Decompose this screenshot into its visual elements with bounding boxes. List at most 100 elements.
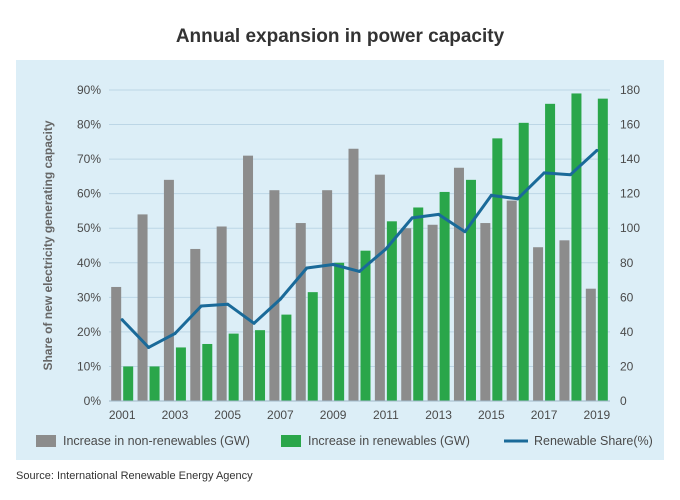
share-point	[331, 263, 335, 267]
x-tick-label: 2005	[214, 408, 241, 422]
bar-non-renewables	[401, 228, 412, 401]
x-tick-label: 2015	[478, 408, 505, 422]
x-tick-label: 2003	[162, 408, 189, 422]
y-left-tick-label: 20%	[77, 325, 101, 339]
bar-renewables	[255, 330, 266, 401]
x-tick-label: 2017	[531, 408, 558, 422]
legend-swatch	[281, 435, 301, 447]
bar-renewables	[149, 366, 160, 401]
y-right-tick-label: 80	[620, 256, 634, 270]
bar-non-renewables	[137, 214, 148, 401]
y-right-tick-label: 120	[620, 187, 640, 201]
axes: 0% 0 10% 20 20% 40 30% 60 40% 80 50% 100 60% 120 70% 14…	[41, 83, 640, 422]
share-point	[410, 216, 414, 220]
share-point	[358, 269, 361, 273]
bar-renewables	[597, 98, 608, 401]
bar-non-renewables	[269, 190, 280, 401]
bar-non-renewables	[374, 174, 385, 401]
share-point	[595, 148, 599, 152]
x-tick-label: 2011	[373, 408, 399, 422]
x-tick-label: 2013	[425, 408, 452, 422]
share-point	[384, 247, 388, 251]
bar-non-renewables	[506, 200, 517, 401]
x-tick-label: 2007	[267, 408, 294, 422]
y-right-tick-label: 160	[620, 118, 640, 132]
legend-label: Increase in renewables (GW)	[308, 434, 470, 448]
bar-renewables	[281, 314, 292, 401]
bar-renewables	[571, 93, 582, 401]
share-point	[252, 321, 256, 325]
x-tick-label: 2001	[109, 408, 136, 422]
bar-non-renewables	[190, 248, 201, 401]
bar-non-renewables	[453, 167, 464, 401]
share-line	[120, 148, 599, 349]
y-left-tick-label: 40%	[77, 256, 101, 270]
bar-non-renewables	[427, 224, 438, 401]
chart-area: 0% 0 10% 20 20% 40 30% 60 40% 80 50% 100 60% 120 70% 14…	[16, 60, 664, 460]
chart-svg: 0% 0 10% 20 20% 40 30% 60 40% 80 50% 100 60% 120 70% 14…	[16, 60, 664, 460]
y-right-tick-label: 100	[620, 221, 640, 235]
bar-non-renewables	[322, 190, 333, 401]
bar-renewables	[307, 292, 318, 401]
share-point	[463, 230, 467, 234]
legend-item: Renewable Share(%)	[504, 434, 653, 448]
share-point	[199, 304, 203, 308]
y-right-tick-label: 60	[620, 290, 634, 304]
share-point	[568, 173, 572, 177]
bar-non-renewables	[216, 226, 227, 401]
bar-renewables	[465, 179, 476, 401]
bar-renewables	[334, 262, 345, 401]
bar-renewables	[360, 250, 371, 401]
y-right-tick-label: 40	[620, 325, 634, 339]
bar-renewables	[545, 103, 556, 402]
bars	[111, 93, 608, 402]
share-point	[437, 212, 441, 216]
bar-non-renewables	[585, 288, 596, 401]
legend-item: Increase in non-renewables (GW)	[36, 434, 250, 448]
bar-non-renewables	[533, 247, 544, 401]
share-point	[542, 171, 546, 175]
bar-non-renewables	[295, 223, 306, 401]
legend-label: Increase in non-renewables (GW)	[63, 434, 250, 448]
y-right-tick-label: 20	[620, 359, 634, 373]
legend-item: Increase in renewables (GW)	[281, 434, 470, 448]
y-left-tick-label: 60%	[77, 187, 101, 201]
bar-non-renewables	[111, 286, 122, 401]
y-left-tick-label: 50%	[77, 221, 101, 235]
bar-renewables	[518, 122, 529, 402]
bar-non-renewables	[243, 155, 254, 401]
y-left-tick-label: 90%	[77, 83, 101, 97]
legend-label: Renewable Share(%)	[534, 434, 653, 448]
legend: Increase in non-renewables (GW) Increase …	[36, 434, 653, 448]
bar-renewables	[386, 221, 397, 401]
bar-renewables	[492, 138, 503, 401]
y-left-tick-label: 70%	[77, 152, 101, 166]
share-point	[516, 197, 520, 201]
source-note: Source: International Renewable Energy A…	[16, 470, 253, 482]
share-point	[489, 193, 493, 197]
share-point	[173, 332, 177, 336]
y-right-tick-label: 140	[620, 152, 640, 166]
x-tick-label: 2009	[320, 408, 347, 422]
bar-renewables	[175, 347, 186, 401]
share-point	[278, 297, 282, 301]
y-right-tick-label: 180	[620, 83, 640, 97]
bar-non-renewables	[163, 179, 174, 401]
bar-non-renewables	[348, 148, 359, 401]
bar-renewables	[439, 191, 450, 401]
share-point	[305, 266, 309, 270]
y-left-tick-label: 80%	[77, 118, 101, 132]
legend-swatch	[36, 435, 56, 447]
bar-non-renewables	[480, 223, 491, 401]
y-axis-label: Share of new electricity generating capa…	[41, 120, 55, 370]
bar-renewables	[413, 207, 424, 401]
y-left-tick-label: 30%	[77, 290, 101, 304]
share-point	[226, 302, 230, 306]
bar-renewables	[202, 343, 213, 401]
share-point	[147, 345, 151, 349]
chart-title: Annual expansion in power capacity	[175, 26, 505, 47]
bar-non-renewables	[559, 240, 570, 401]
y-left-tick-label: 10%	[77, 359, 101, 373]
y-left-tick-label: 0%	[84, 394, 102, 408]
share-point	[120, 318, 124, 322]
